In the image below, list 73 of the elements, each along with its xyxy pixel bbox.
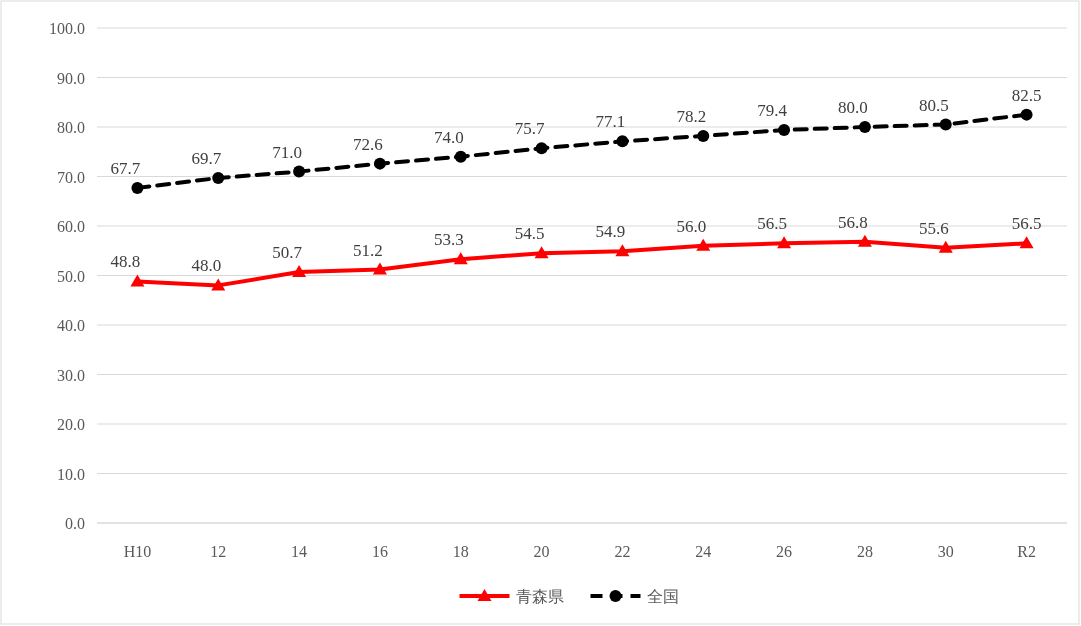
point: [372, 262, 387, 275]
point: [534, 246, 549, 259]
point: [1019, 236, 1034, 249]
y-tick-label: 0.0: [65, 515, 85, 532]
data-label: 82.5: [1011, 85, 1042, 105]
point: [211, 278, 226, 291]
point: [616, 135, 629, 148]
data-label: 53.3: [433, 230, 464, 250]
x-tick-label: 24: [695, 543, 712, 560]
x-tick-label: 14: [291, 543, 308, 560]
data-label: 56.5: [1011, 214, 1042, 234]
data-label: 78.2: [676, 106, 707, 126]
x-tick-label: 22: [614, 543, 631, 560]
x-tick-label: 20: [533, 543, 550, 560]
point: [131, 181, 144, 194]
data-label: 55.6: [918, 218, 949, 238]
x-tick-label: 12: [210, 543, 227, 560]
point: [939, 118, 952, 131]
point: [696, 238, 711, 251]
data-label: 50.7: [272, 243, 303, 263]
y-tick-label: 100.0: [49, 20, 85, 37]
y-tick-label: 70.0: [57, 168, 85, 186]
point: [373, 157, 386, 170]
x-tick-label: 26: [776, 543, 793, 560]
x-tick-label: 16: [371, 543, 388, 560]
data-label: 56.0: [676, 216, 707, 236]
data-label: 80.0: [838, 98, 868, 117]
data-label: 48.8: [110, 252, 141, 272]
point: [293, 165, 306, 178]
x-tick-label: H10: [123, 543, 152, 560]
point: [777, 236, 792, 249]
point: [938, 240, 953, 253]
data-label: 56.5: [757, 214, 787, 234]
point: [858, 121, 871, 133]
point: [1020, 108, 1033, 121]
data-label: 80.5: [918, 95, 949, 115]
y-tick-label: 50.0: [57, 267, 85, 285]
y-tick-label: 60.0: [57, 218, 85, 235]
x-tick-label: 30: [937, 543, 954, 560]
point: [535, 142, 548, 155]
point: [453, 252, 468, 265]
point: [130, 274, 145, 287]
data-label: 51.2: [353, 240, 383, 260]
y-tick-label: 90.0: [57, 69, 85, 87]
point: [615, 244, 630, 257]
point: [212, 171, 225, 184]
y-tick-label: 20.0: [57, 416, 85, 433]
point: [778, 123, 791, 136]
point: [697, 129, 710, 142]
x-tick-label: 28: [856, 543, 873, 560]
data-label: 67.7: [110, 158, 141, 178]
y-tick-label: 30.0: [57, 366, 85, 384]
data-label: 77.1: [595, 112, 626, 132]
legend-label: 全国: [646, 587, 679, 606]
data-label: 72.6: [353, 134, 383, 154]
data-label: 74.0: [433, 127, 464, 147]
data-label: 48.0: [191, 256, 222, 276]
x-tick-label: 18: [452, 543, 469, 560]
y-tick-label: 40.0: [57, 317, 85, 334]
y-tick-label: 10.0: [57, 465, 85, 483]
data-label: 69.7: [191, 148, 222, 168]
point: [292, 265, 307, 278]
data-label: 56.8: [838, 212, 868, 232]
point: [857, 234, 872, 247]
point: [454, 150, 467, 163]
data-label: 71.0: [272, 142, 302, 162]
y-tick-label: 80.0: [57, 119, 85, 136]
data-label: 54.9: [595, 222, 626, 242]
data-label: 79.4: [757, 100, 788, 120]
data-label: 54.5: [514, 224, 545, 244]
legend-label: 青森県: [515, 587, 564, 606]
x-tick-label: R2: [1017, 543, 1036, 560]
data-label: 75.7: [514, 119, 545, 139]
